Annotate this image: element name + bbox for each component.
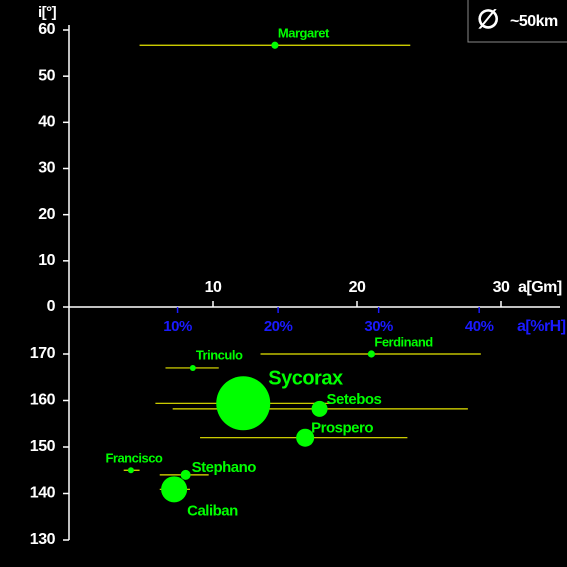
moon bbox=[189, 364, 196, 371]
moon-label: Margaret bbox=[278, 26, 330, 41]
y-tick-label: 150 bbox=[30, 438, 56, 455]
y-tick-label: 60 bbox=[38, 21, 55, 38]
y-tick-label: 160 bbox=[30, 392, 56, 409]
moon-label: Trinculo bbox=[196, 347, 243, 362]
y-tick-label: 20 bbox=[38, 206, 55, 223]
x2-axis-label: a[%rH] bbox=[517, 318, 566, 335]
moon-label: Stephano bbox=[192, 459, 257, 476]
moon-label: Caliban bbox=[187, 502, 238, 519]
moon-label: Setebos bbox=[327, 391, 382, 408]
x-tick-label: 10 bbox=[205, 279, 222, 296]
moon-label: Sycorax bbox=[268, 368, 343, 390]
moon-label: Prospero bbox=[311, 420, 373, 437]
moon bbox=[161, 476, 188, 503]
y-tick-label: 50 bbox=[38, 67, 55, 84]
x-tick-label: 30 bbox=[493, 279, 510, 296]
y-tick-label: 30 bbox=[38, 160, 55, 177]
moon bbox=[180, 469, 191, 480]
x2-tick-label: 20% bbox=[264, 318, 293, 335]
x-axis-label: a[Gm] bbox=[518, 279, 562, 296]
moon-label: Ferdinand bbox=[374, 334, 433, 349]
y-tick-label: 10 bbox=[38, 252, 55, 269]
y-tick-label: 140 bbox=[30, 485, 56, 502]
moon-label: Francisco bbox=[105, 451, 162, 466]
legend-label: ~50km bbox=[510, 13, 558, 30]
legend-box bbox=[467, 0, 567, 43]
x2-tick-label: 40% bbox=[465, 318, 494, 335]
y-axis-label: i[°] bbox=[38, 4, 57, 21]
moon bbox=[127, 467, 134, 474]
legend-symbol: ∅ bbox=[477, 4, 499, 34]
y-tick-label: 130 bbox=[30, 531, 56, 548]
moon bbox=[296, 428, 315, 447]
x2-tick-label: 10% bbox=[163, 318, 192, 335]
moon bbox=[271, 41, 279, 49]
x-tick-label: 20 bbox=[349, 279, 366, 296]
moon bbox=[216, 376, 271, 431]
y-tick-label: 170 bbox=[30, 345, 56, 362]
moon bbox=[311, 400, 328, 417]
x2-tick-label: 30% bbox=[364, 318, 393, 335]
moon bbox=[367, 350, 375, 358]
y-tick-label: 0 bbox=[47, 298, 56, 315]
y-tick-label: 40 bbox=[38, 114, 55, 131]
